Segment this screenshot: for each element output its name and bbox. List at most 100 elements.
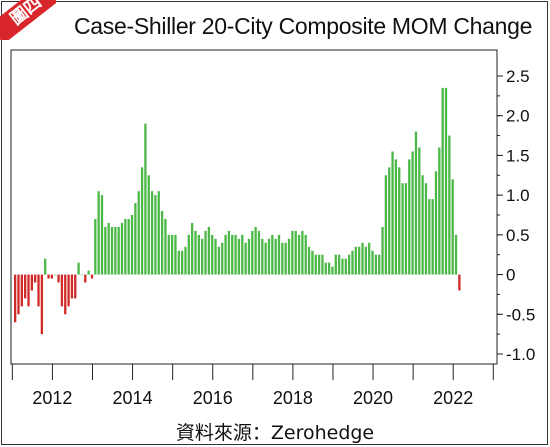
bar [271, 234, 274, 275]
bar [301, 230, 304, 275]
bar [120, 222, 124, 275]
bar [160, 211, 164, 275]
bar [27, 274, 30, 307]
bar [37, 274, 40, 307]
bar [374, 254, 378, 275]
bar [231, 234, 234, 275]
bar [191, 222, 194, 275]
bar [34, 274, 37, 283]
bar [184, 246, 187, 275]
x-tick-label: 2016 [193, 388, 233, 408]
bar [107, 222, 110, 275]
bar [217, 246, 221, 275]
bar [438, 147, 441, 275]
bar [254, 226, 257, 275]
bar [30, 274, 33, 291]
bar [361, 242, 364, 275]
bar [307, 246, 311, 275]
bar [67, 274, 70, 307]
bar [177, 250, 180, 275]
bar [257, 230, 261, 275]
bar [418, 147, 421, 275]
bar [14, 274, 17, 323]
bar [100, 195, 104, 275]
bar [311, 250, 314, 275]
bar [170, 234, 174, 275]
bar [458, 274, 461, 291]
bar [331, 266, 334, 275]
bar [244, 242, 247, 275]
bar [424, 183, 428, 275]
bar [261, 238, 264, 275]
bar [234, 234, 237, 275]
y-tick-label: 1.5 [506, 146, 530, 165]
bar [354, 246, 357, 275]
bar [441, 87, 444, 275]
bar [54, 274, 57, 276]
bar [241, 234, 244, 275]
bar [201, 238, 204, 275]
bar [327, 262, 331, 275]
bar [408, 159, 411, 275]
bar [140, 167, 144, 275]
bar [147, 175, 150, 275]
bar [358, 246, 361, 275]
bar [187, 234, 190, 275]
bar [264, 242, 267, 275]
bar [137, 191, 140, 275]
bar [337, 254, 341, 275]
bar [398, 167, 401, 275]
bar [304, 234, 307, 275]
bar [274, 238, 277, 275]
bar [317, 254, 321, 275]
bar [20, 274, 23, 307]
bar [84, 274, 87, 283]
bar [414, 131, 418, 275]
bar [207, 226, 211, 275]
y-tick-label: -1.0 [506, 345, 535, 364]
bar [294, 230, 297, 275]
bar [314, 254, 317, 275]
bar [454, 234, 458, 275]
bar [221, 242, 224, 275]
bar [157, 191, 160, 275]
bar [40, 274, 44, 335]
bar [224, 234, 227, 275]
bar [364, 246, 367, 275]
bar [144, 123, 147, 275]
bar [394, 159, 398, 275]
bar [64, 274, 67, 315]
bar [44, 258, 47, 275]
y-tick-label: 0.5 [506, 226, 530, 245]
bar [341, 258, 344, 275]
bar [444, 87, 448, 275]
bar [164, 218, 167, 275]
bar [110, 226, 114, 275]
y-tick-label: -0.5 [506, 305, 535, 324]
y-axis: 2.5 2.0 1.5 1.0 0.5 0 -0.5 -1.0 [497, 67, 535, 364]
y-tick-label: 0 [506, 266, 515, 285]
x-tick-label: 2012 [32, 388, 72, 408]
bar [277, 234, 281, 275]
bar [351, 250, 354, 275]
source-line: 資料來源：Zerohedge [175, 422, 375, 444]
bar [77, 262, 80, 275]
bar-series [14, 87, 461, 335]
bar [150, 191, 154, 275]
bar [181, 250, 184, 275]
bar [60, 274, 64, 307]
bar [90, 274, 94, 279]
bar [97, 191, 100, 275]
bar [80, 274, 84, 276]
x-tick-label: 2020 [353, 388, 393, 408]
y-tick-label: 2.5 [506, 67, 530, 86]
bar [434, 171, 438, 275]
bar [104, 226, 107, 275]
x-tick-label: 2018 [273, 388, 313, 408]
bar [204, 230, 207, 275]
bar [267, 238, 271, 275]
bar [114, 226, 117, 275]
bar [130, 215, 134, 275]
bar [388, 167, 391, 275]
